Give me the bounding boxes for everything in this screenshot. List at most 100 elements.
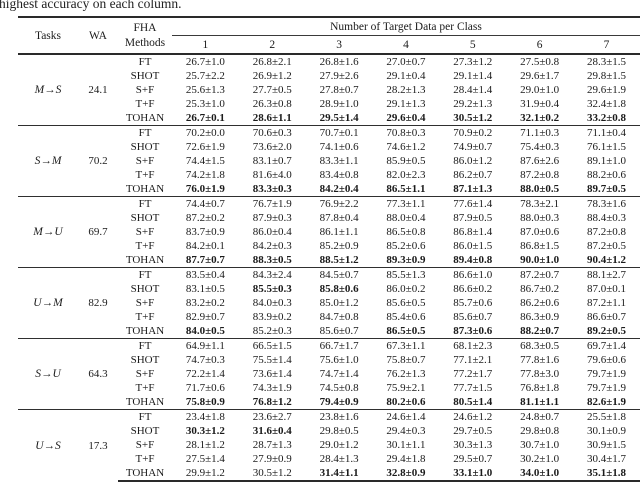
value-cell: 74.4±1.5 (185, 155, 225, 167)
value-cell: 86.0±1.2 (453, 155, 493, 167)
value-cell: 33.2±0.8 (587, 112, 627, 124)
value-cell: 23.6±2.7 (238, 409, 306, 424)
value-cell: 83.5±0.4 (172, 267, 239, 282)
value-cell: 24.6±1.2 (439, 409, 507, 424)
value-cell: 27.5±1.4 (185, 453, 225, 465)
method-cell: TOHAN (125, 183, 165, 195)
method-cell: TOHAN (125, 254, 165, 266)
task-cell: M→S (18, 53, 78, 126)
value-cell: 68.3±0.5 (506, 338, 574, 353)
value-cell: 31.4±1.1 (305, 466, 373, 482)
method-cell: S+F (135, 439, 155, 451)
value-cell: 87.2±0.5 (587, 240, 627, 252)
value-cell: 87.9±0.5 (453, 212, 493, 224)
value-cell: 75.4±0.3 (520, 141, 560, 153)
header-col-3: 3 (336, 38, 342, 51)
header-methods-label: Methods (124, 36, 166, 49)
value-cell: 28.6±1.1 (252, 112, 292, 124)
value-cell: 83.9±0.2 (252, 311, 292, 323)
value-cell: 77.2±1.7 (453, 368, 493, 380)
value-cell: 27.5±0.8 (506, 53, 574, 69)
value-cell: 29.6±1.7 (520, 70, 560, 82)
value-cell: 86.7±0.2 (520, 283, 560, 295)
value-cell: 87.2±0.2 (185, 212, 225, 224)
table-row: S+F 83.2±0.2 84.0±0.3 85.0±1.2 85.6±0.5 85.7±… (18, 296, 640, 310)
value-cell: 89.4±0.8 (453, 254, 493, 266)
method-cell: T+F (135, 98, 155, 110)
value-cell: 86.3±0.9 (520, 311, 560, 323)
value-cell: 77.8±1.6 (520, 354, 560, 366)
table-row: SHOT 25.7±2.2 26.9±1.2 27.9±2.6 29.1±0.4 29.1… (18, 69, 640, 83)
value-cell: 30.1±1.1 (386, 439, 426, 451)
value-cell: 26.7±1.0 (172, 53, 239, 69)
value-cell: 35.1±1.8 (573, 466, 640, 482)
value-cell: 86.6±0.2 (453, 283, 493, 295)
method-cell: T+F (135, 169, 155, 181)
value-cell: 77.8±3.0 (520, 368, 560, 380)
value-cell: 83.2±0.2 (185, 297, 225, 309)
value-cell: 88.4±0.3 (587, 212, 627, 224)
value-cell: 88.0±0.4 (386, 212, 426, 224)
value-cell: 75.5±1.4 (252, 354, 292, 366)
value-cell: 85.2±0.9 (319, 240, 359, 252)
value-cell: 85.8±0.6 (319, 283, 359, 295)
table-row: M→U 69.7 FT 74.4±0.7 76.7±1.9 76.9±2.2 77.3±1.… (18, 196, 640, 268)
value-cell: 89.3±0.9 (386, 254, 426, 266)
value-cell: 30.9±1.5 (587, 439, 627, 451)
table-header: Tasks WA FHA Methods Number of Target Da… (18, 16, 640, 54)
method-cell: S+F (135, 155, 155, 167)
table-row: S+F 25.6±1.3 27.7±0.5 27.8±0.7 28.2±1.3 28.4±… (18, 83, 640, 97)
value-cell: 29.0±1.2 (319, 439, 359, 451)
value-cell: 71.7±0.6 (185, 382, 225, 394)
header-wa-label: WA (89, 29, 107, 42)
value-cell: 28.4±1.3 (319, 453, 359, 465)
value-cell: 73.6±1.4 (252, 368, 292, 380)
wa-cell: 24.1 (78, 53, 118, 126)
table-row: SHOT 30.3±1.2 31.6±0.4 29.8±0.5 29.4±0.3 29.7… (18, 424, 640, 438)
value-cell: 80.5±1.4 (453, 396, 493, 408)
value-cell: 84.2±0.4 (319, 183, 359, 195)
wa-cell: 17.3 (78, 409, 118, 481)
value-cell: 76.7±1.9 (238, 196, 306, 211)
value-cell: 32.4±1.8 (587, 98, 627, 110)
value-cell: 27.9±0.9 (252, 453, 292, 465)
value-cell: 31.6±0.4 (252, 425, 292, 437)
value-cell: 29.1±1.4 (453, 70, 493, 82)
value-cell: 29.2±1.3 (453, 98, 493, 110)
value-cell: 29.6±1.9 (587, 84, 627, 96)
value-cell: 66.5±1.5 (238, 338, 306, 353)
value-cell: 70.6±0.3 (238, 125, 306, 140)
table-row: U→M 82.9 FT 83.5±0.4 84.3±2.4 84.5±0.7 85.5±1.… (18, 267, 640, 339)
method-cell: S+F (135, 84, 155, 96)
table-row: TOHAN 76.0±1.9 83.3±0.3 84.2±0.4 86.5±1.1 87.… (18, 182, 640, 197)
value-cell: 32.8±0.9 (372, 466, 440, 482)
value-cell: 90.4±1.2 (587, 254, 627, 266)
value-cell: 30.4±1.7 (587, 453, 627, 465)
method-cell: T+F (135, 311, 155, 323)
table-row: TOHAN 29.9±1.2 30.5±1.2 31.4±1.1 32.8±0.9 33.… (18, 466, 640, 482)
value-cell: 83.3±1.1 (319, 155, 359, 167)
table-row: TOHAN 87.7±0.7 88.3±0.5 88.5±1.2 89.3±0.9 89.… (18, 253, 640, 268)
method-cell: SHOT (130, 354, 160, 366)
value-cell: 30.5±1.2 (238, 466, 306, 482)
header-wa: WA (78, 16, 118, 54)
value-cell: 86.0±1.5 (453, 240, 493, 252)
value-cell: 88.0±0.3 (520, 212, 560, 224)
value-cell: 87.2±0.8 (587, 226, 627, 238)
value-cell: 26.8±2.1 (238, 53, 306, 69)
value-cell: 89.2±0.5 (587, 325, 627, 337)
value-cell: 25.6±1.3 (185, 84, 225, 96)
value-cell: 85.6±0.7 (453, 311, 493, 323)
table-row: TOHAN 75.8±0.9 76.8±1.2 79.4±0.9 80.2±0.6 80.… (18, 395, 640, 410)
value-cell: 25.3±1.0 (185, 98, 225, 110)
value-cell: 24.8±0.7 (506, 409, 574, 424)
value-cell: 87.8±0.4 (319, 212, 359, 224)
value-cell: 29.8±0.5 (319, 425, 359, 437)
value-cell: 29.1±0.4 (386, 70, 426, 82)
value-cell: 76.1±1.5 (587, 141, 627, 153)
value-cell: 86.8±1.5 (520, 240, 560, 252)
method-cell: FT (118, 267, 172, 282)
value-cell: 84.7±0.8 (319, 311, 359, 323)
method-cell: TOHAN (125, 325, 165, 337)
method-cell: T+F (135, 453, 155, 465)
